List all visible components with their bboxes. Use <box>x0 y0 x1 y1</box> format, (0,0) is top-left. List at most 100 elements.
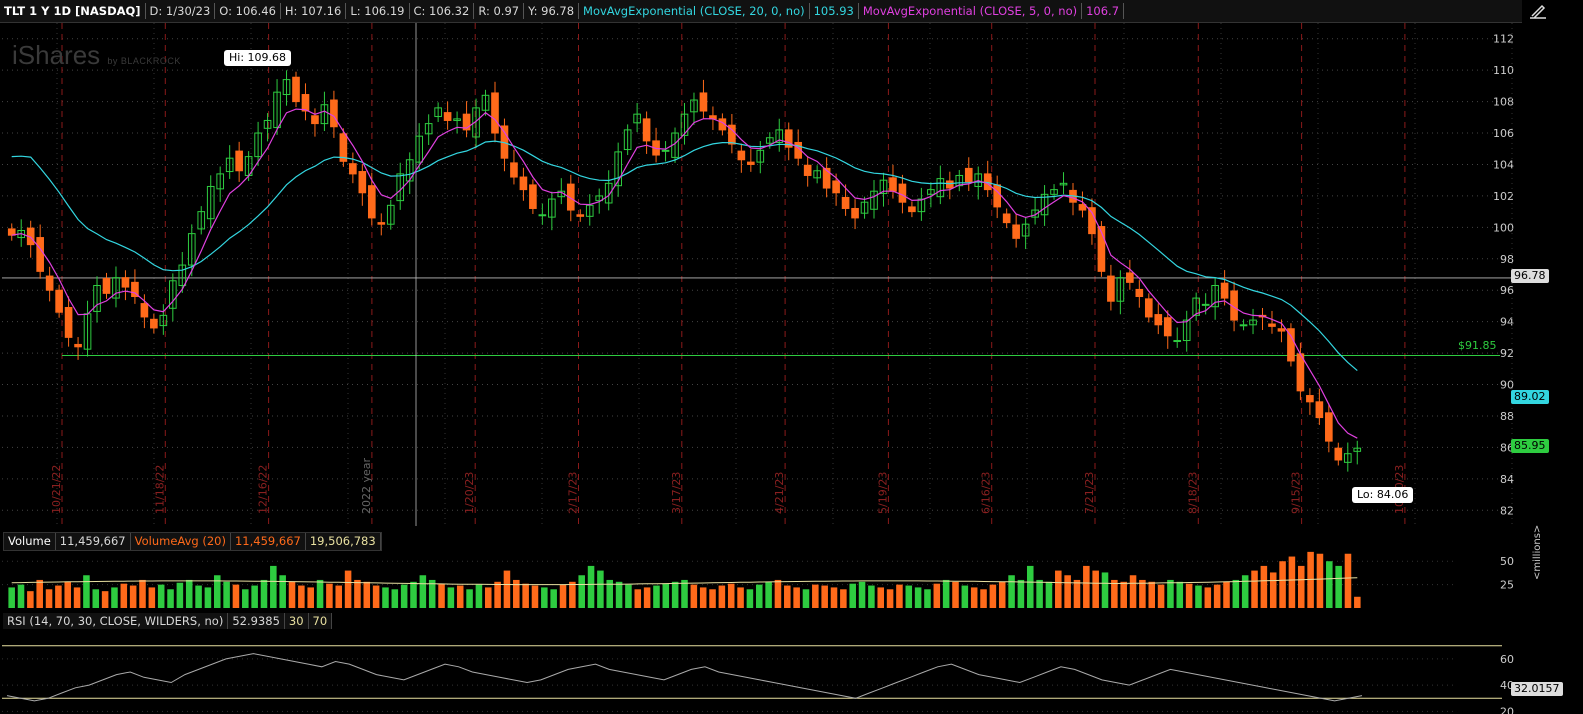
rsi-chart[interactable]: 60 40 20 <box>2 630 1522 714</box>
volume-bar <box>924 589 931 608</box>
volume-avg-line <box>11 577 1358 586</box>
drawing-tool-icon[interactable] <box>1528 4 1548 20</box>
volume-bar <box>868 585 875 608</box>
candle-body <box>1182 319 1191 342</box>
volume-bar <box>802 589 810 608</box>
candle-body <box>472 107 480 138</box>
volume-bar <box>223 581 230 608</box>
volume-bar <box>1036 579 1043 608</box>
volume-bar <box>242 589 249 608</box>
volume-bar <box>55 585 62 608</box>
volume-bar <box>980 589 987 608</box>
month-label: 4/21/23 <box>773 472 786 514</box>
candle-body <box>832 180 840 194</box>
volume-label[interactable]: Volume <box>4 533 56 550</box>
volume-bar <box>344 570 352 608</box>
volume-bar <box>914 587 922 608</box>
vol-tick-label: 25 <box>1500 579 1514 592</box>
volume-bar <box>1297 565 1305 608</box>
volume-bar <box>1279 561 1286 608</box>
candle-body <box>870 190 878 210</box>
volume-bar <box>45 589 53 608</box>
candle-body <box>169 280 177 309</box>
month-label: 8/18/23 <box>1186 472 1199 514</box>
candle-body <box>1107 275 1115 302</box>
volume-bar <box>438 583 445 608</box>
volume-bar <box>1064 575 1071 608</box>
volume-bar <box>1185 583 1193 608</box>
volume-bar <box>391 589 399 608</box>
month-label: 12/16/22 <box>257 465 270 514</box>
volume-bar <box>1269 572 1277 608</box>
volume-bar <box>681 579 688 608</box>
candle-body <box>661 149 670 152</box>
volume-bar <box>484 587 492 608</box>
volume-bar <box>952 581 959 608</box>
volume-value: 11,459,667 <box>56 533 131 550</box>
volume-bar <box>886 589 894 608</box>
volume-chart[interactable]: 50 25 <box>2 550 1522 610</box>
volume-extra-value: 19,506,783 <box>306 533 381 550</box>
rsi-label[interactable]: RSI (14, 70, 30, CLOSE, WILDERS, no) <box>3 613 229 629</box>
candle-body <box>1012 224 1020 239</box>
volume-bar <box>456 585 464 608</box>
volume-bar <box>494 581 501 608</box>
symbol-label[interactable]: TLT 1 Y 1D [NASDAQ] <box>0 3 146 19</box>
candle-body <box>481 94 490 111</box>
price-chart[interactable]: 112 110 108 106 104 102 100 98 96 94 92 90 88 86 84 82 1… <box>2 23 1522 526</box>
volume-bar <box>625 584 632 608</box>
candle-body <box>993 184 1002 208</box>
volume-bar <box>970 587 978 608</box>
candle-body <box>1144 298 1153 318</box>
volume-bar <box>120 583 128 608</box>
volume-bar <box>793 587 800 608</box>
volume-bar <box>204 587 212 608</box>
volume-bar <box>101 591 109 608</box>
candle-body <box>927 189 935 195</box>
volume-avg-value: 11,459,667 <box>231 533 306 550</box>
candle-body <box>765 137 774 144</box>
candle-body <box>889 177 897 192</box>
volume-bar <box>27 591 34 608</box>
volume-bar <box>942 579 950 608</box>
volume-bar <box>111 587 118 608</box>
candle-body <box>263 119 272 129</box>
price-tick-label: 84 <box>1500 473 1514 486</box>
candle-body <box>55 289 63 313</box>
candle-body <box>206 185 215 220</box>
candle-body <box>1296 353 1305 392</box>
candle-body <box>775 129 784 143</box>
ema20-label[interactable]: MovAvgExponential (CLOSE, 20, 0, no) <box>579 3 810 19</box>
candle-body <box>1021 223 1030 237</box>
candle-body <box>453 118 461 121</box>
volume-bar <box>699 587 707 608</box>
date-label: D: 1/30/23 <box>146 3 216 19</box>
volume-bar <box>1195 585 1202 608</box>
candle-body <box>936 178 945 198</box>
candle-body <box>121 277 130 288</box>
candle-body <box>159 314 168 327</box>
candle-body <box>1154 314 1163 326</box>
month-label: 11/18/22 <box>153 465 166 514</box>
candle-body <box>747 161 755 165</box>
candle-body <box>1306 395 1314 403</box>
ema5-label[interactable]: MovAvgExponential (CLOSE, 5, 0, no) <box>859 3 1083 19</box>
candle-body <box>851 207 859 219</box>
volume-bar <box>372 585 380 608</box>
volume-bar <box>1101 572 1109 608</box>
volume-bar <box>662 583 670 608</box>
candle-body <box>1334 447 1343 461</box>
volume-bar <box>961 585 969 608</box>
candle-body <box>216 173 225 190</box>
month-label: 3/17/23 <box>670 472 683 514</box>
candle-body <box>273 91 281 129</box>
volume-bar <box>1073 579 1081 608</box>
ishares-logo: iShares by BLACKROCK <box>12 40 181 70</box>
volume-bar <box>167 589 174 608</box>
volume-bar <box>260 579 268 608</box>
volume-bar <box>896 584 903 608</box>
volume-avg-label[interactable]: VolumeAvg (20) <box>131 533 231 550</box>
volume-bar <box>559 584 567 608</box>
last-price-badge: 85.95 <box>1511 439 1549 453</box>
volume-bar <box>185 579 193 608</box>
